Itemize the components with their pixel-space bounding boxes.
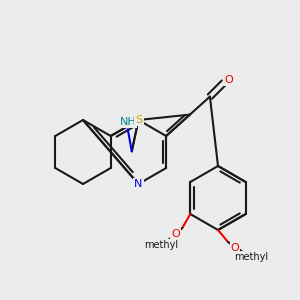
Text: methyl: methyl xyxy=(234,252,268,262)
Text: O: O xyxy=(224,75,233,85)
Text: NH: NH xyxy=(119,117,136,127)
Text: O: O xyxy=(231,243,239,253)
Text: N: N xyxy=(134,179,142,189)
Text: methyl: methyl xyxy=(144,240,178,250)
Text: S: S xyxy=(135,115,142,125)
Text: 2: 2 xyxy=(138,118,143,127)
Text: O: O xyxy=(171,229,180,239)
